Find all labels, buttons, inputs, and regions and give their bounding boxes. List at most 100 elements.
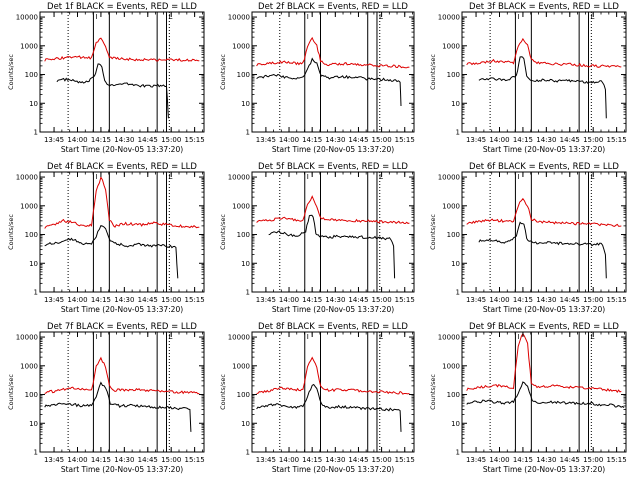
y-tick-label: 1000 — [20, 202, 38, 210]
y-axis-label: Counts/sec — [429, 214, 437, 250]
x-tick-label: 15:00 — [583, 136, 603, 144]
detector-panel-9f: Det 9f BLACK = Events, RED = LLD Counts/s… — [429, 322, 627, 474]
y-tick-label: 1000 — [442, 42, 460, 50]
x-tick-label: 14:45 — [138, 296, 158, 304]
y-tick-label: 10000 — [16, 14, 38, 22]
x-tick-label: 15:15 — [607, 296, 627, 304]
x-tick-label: 14:30 — [536, 136, 556, 144]
x-tick-label: 14:30 — [325, 136, 345, 144]
events-series-line — [256, 383, 402, 432]
y-tick-label: 100 — [237, 391, 250, 399]
panel-title: Det 8f BLACK = Events, RED = LLD — [258, 322, 408, 332]
x-tick-label: 14:15 — [302, 136, 322, 144]
y-tick-label: 100 — [25, 231, 38, 239]
y-tick-label: 1000 — [442, 362, 460, 370]
y-axis-label: Counts/sec — [219, 214, 227, 250]
y-tick-label: 10 — [241, 420, 250, 428]
plot-frame — [39, 171, 205, 293]
y-tick-label: 1000 — [20, 362, 38, 370]
plot-frame — [251, 331, 415, 453]
y-tick-label: 1 — [34, 289, 38, 297]
panel-title: Det 2f BLACK = Events, RED = LLD — [258, 2, 408, 12]
y-tick-label: 1 — [456, 129, 460, 137]
x-tick-label: 14:30 — [114, 296, 134, 304]
plot-frame — [461, 331, 627, 453]
panel-title: Det 9f BLACK = Events, RED = LLD — [469, 322, 619, 332]
x-tick-label: 14:00 — [489, 136, 509, 144]
interval-marker-label: L — [169, 173, 173, 181]
lld-series-line — [44, 356, 200, 395]
x-tick-label: 14:30 — [536, 456, 556, 464]
interval-marker-label: L — [591, 333, 595, 341]
x-tick-label: 14:45 — [138, 456, 158, 464]
x-tick-label: 14:45 — [138, 136, 158, 144]
x-axis-label: Start Time (20-Nov-05 13:37:20) — [483, 465, 605, 474]
y-tick-label: 1 — [34, 129, 38, 137]
detector-panel-1f: Det 1f BLACK = Events, RED = LLD Counts/s… — [7, 2, 205, 154]
y-axis-label: Counts/sec — [7, 374, 15, 410]
panel-title: Det 3f BLACK = Events, RED = LLD — [469, 2, 619, 12]
x-tick-label: 15:15 — [395, 456, 415, 464]
lld-series-line — [44, 37, 200, 62]
y-tick-label: 1000 — [20, 42, 38, 50]
x-tick-label: 14:00 — [279, 136, 299, 144]
x-tick-label: 14:30 — [536, 296, 556, 304]
y-tick-label: 10 — [241, 100, 250, 108]
interval-marker-label: I — [517, 333, 519, 341]
x-tick-label: 14:15 — [513, 296, 533, 304]
lld-series-line — [466, 37, 622, 68]
x-tick-label: 14:30 — [325, 456, 345, 464]
events-series-line — [44, 381, 192, 432]
events-series-line — [268, 214, 396, 279]
x-tick-label: 14:30 — [114, 456, 134, 464]
interval-marker-label: L — [169, 13, 173, 21]
y-tick-label: 10000 — [16, 334, 38, 342]
y-tick-label: 1000 — [232, 362, 250, 370]
y-tick-label: 10000 — [438, 174, 460, 182]
x-tick-label: 14:15 — [91, 456, 111, 464]
y-tick-label: 10000 — [228, 14, 250, 22]
interval-marker-label: I — [517, 13, 519, 21]
plot-frame — [39, 11, 205, 133]
x-tick-label: 15:00 — [161, 136, 181, 144]
x-tick-label: 14:00 — [67, 136, 87, 144]
x-tick-label: 14:00 — [489, 296, 509, 304]
y-tick-label: 1000 — [232, 42, 250, 50]
events-series-line — [44, 224, 179, 279]
x-tick-label: 14:45 — [560, 136, 580, 144]
x-tick-label: 15:00 — [583, 456, 603, 464]
x-tick-label: 14:00 — [67, 296, 87, 304]
x-tick-label: 13:45 — [44, 296, 64, 304]
y-axis-label: Counts/sec — [7, 214, 15, 250]
y-tick-label: 100 — [447, 391, 460, 399]
lld-series-line — [256, 36, 410, 69]
x-tick-label: 15:15 — [185, 136, 205, 144]
detector-panel-5f: Det 5f BLACK = Events, RED = LLD Counts/s… — [219, 162, 415, 314]
x-tick-label: 15:15 — [607, 456, 627, 464]
detector-panel-4f: Det 4f BLACK = Events, RED = LLD Counts/s… — [7, 162, 205, 314]
plot-frame — [39, 331, 205, 453]
panel-title: Det 7f BLACK = Events, RED = LLD — [47, 322, 197, 332]
x-tick-label: 14:15 — [513, 456, 533, 464]
x-tick-label: 13:45 — [466, 136, 486, 144]
y-tick-label: 1 — [456, 449, 460, 457]
x-tick-label: 15:00 — [161, 456, 181, 464]
events-series-line — [478, 56, 607, 119]
interval-marker-label: I — [307, 173, 309, 181]
plot-frame — [251, 11, 415, 133]
x-tick-label: 13:45 — [466, 296, 486, 304]
y-tick-label: 100 — [25, 71, 38, 79]
panel-title: Det 4f BLACK = Events, RED = LLD — [47, 162, 197, 172]
x-tick-label: 13:45 — [256, 296, 276, 304]
x-tick-label: 13:45 — [256, 456, 276, 464]
x-tick-label: 14:15 — [302, 296, 322, 304]
y-tick-label: 10 — [29, 260, 38, 268]
plot-frame — [461, 171, 627, 293]
panel-title: Det 6f BLACK = Events, RED = LLD — [469, 162, 619, 172]
y-tick-label: 1000 — [442, 202, 460, 210]
events-series-line — [56, 63, 169, 119]
interval-marker-label: L — [379, 13, 383, 21]
x-axis-label: Start Time (20-Nov-05 13:37:20) — [483, 145, 605, 154]
x-tick-label: 14:45 — [560, 296, 580, 304]
